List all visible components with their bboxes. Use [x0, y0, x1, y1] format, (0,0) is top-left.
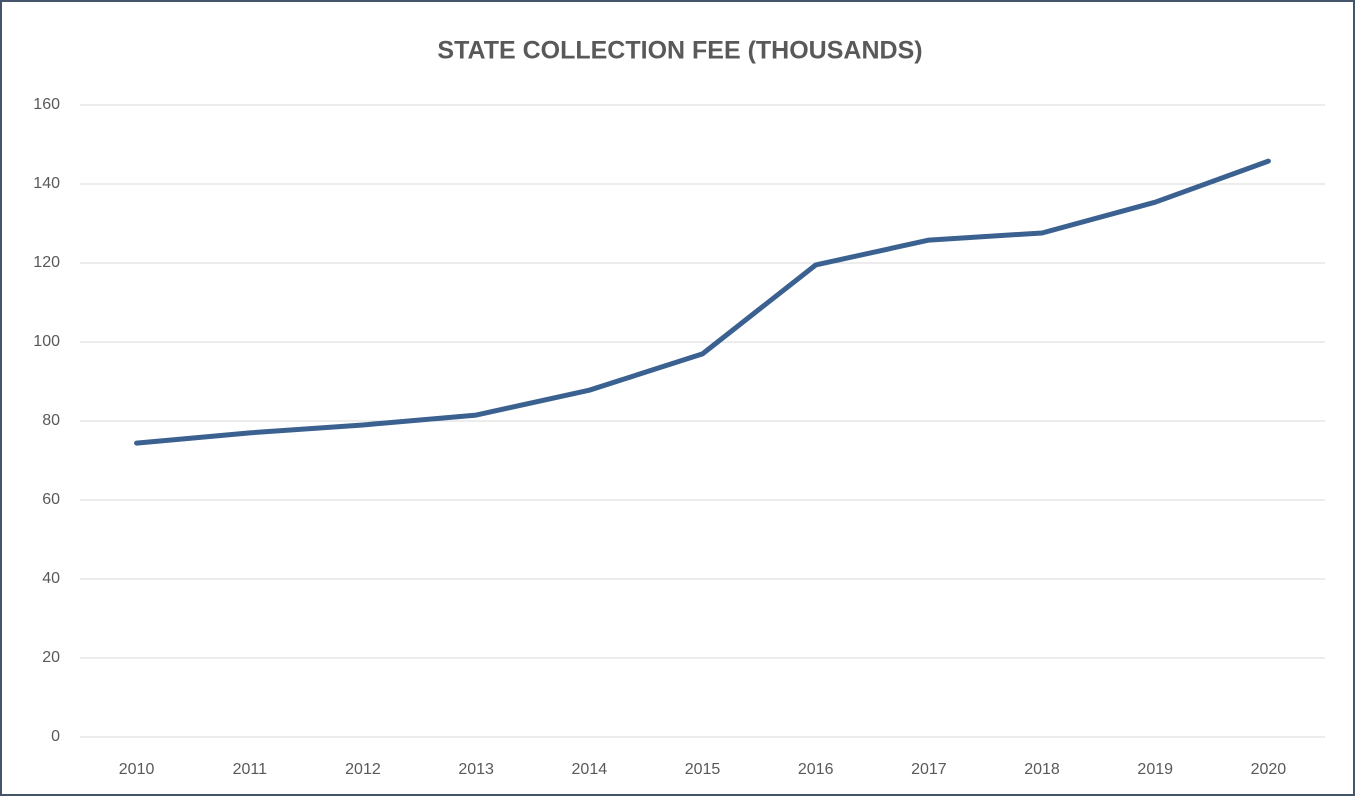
x-tick-label: 2017	[911, 761, 947, 778]
y-tick-label: 160	[33, 96, 60, 113]
y-tick-label: 40	[42, 570, 60, 587]
y-tick-label: 0	[51, 728, 60, 745]
y-tick-label: 20	[42, 649, 60, 666]
x-tick-label: 2012	[345, 761, 381, 778]
data-line	[134, 158, 1271, 446]
y-tick-label: 120	[33, 254, 60, 271]
x-tick-label: 2011	[233, 761, 268, 778]
x-tick-label: 2010	[119, 761, 155, 778]
x-tick-label: 2019	[1137, 761, 1173, 778]
x-tick-label: 2014	[572, 761, 608, 778]
y-tick-label: 100	[33, 333, 60, 350]
x-tick-label: 2018	[1024, 761, 1060, 778]
x-tick-label: 2020	[1251, 761, 1287, 778]
x-tick-label: 2016	[798, 761, 834, 778]
y-tick-label: 140	[33, 175, 60, 192]
y-tick-label: 80	[42, 412, 60, 429]
chart-title: STATE COLLECTION FEE (THOUSANDS)	[437, 37, 922, 65]
x-tick-label: 2015	[685, 761, 721, 778]
y-tick-label: 60	[42, 491, 60, 508]
x-tick-label: 2013	[458, 761, 494, 778]
